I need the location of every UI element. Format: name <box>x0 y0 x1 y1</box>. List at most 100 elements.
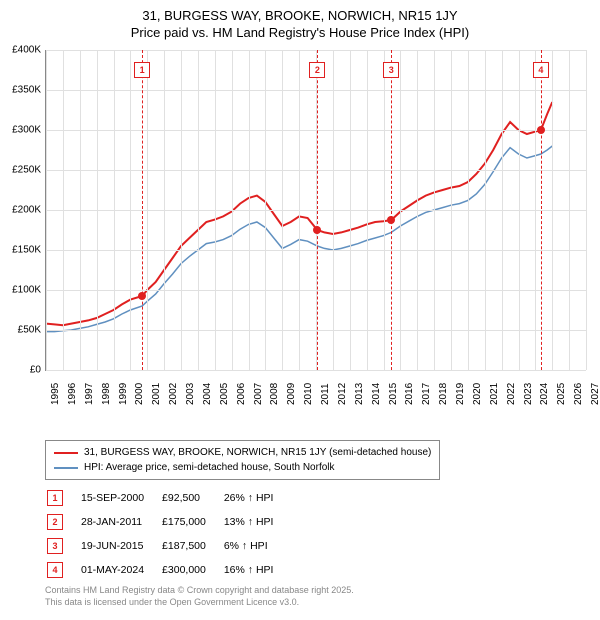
x-axis-label: 2017 <box>421 375 432 405</box>
gridline-v <box>350 50 351 370</box>
x-axis-label: 2015 <box>388 375 399 405</box>
gridline-v <box>333 50 334 370</box>
sale-price: £175,000 <box>162 511 222 533</box>
y-axis-label: £350K <box>1 85 41 96</box>
sale-price: £300,000 <box>162 559 222 581</box>
gridline-v <box>299 50 300 370</box>
x-axis-label: 2003 <box>185 375 196 405</box>
sale-change: 13% ↑ HPI <box>224 511 290 533</box>
x-axis-label: 2018 <box>438 375 449 405</box>
gridline-v <box>417 50 418 370</box>
legend-label: 31, BURGESS WAY, BROOKE, NORWICH, NR15 1… <box>84 447 431 458</box>
sale-date: 28-JAN-2011 <box>81 511 160 533</box>
x-axis-label: 2013 <box>354 375 365 405</box>
x-axis-label: 2023 <box>523 375 534 405</box>
y-axis-label: £50K <box>1 325 41 336</box>
x-axis-label: 2026 <box>573 375 584 405</box>
gridline-v <box>97 50 98 370</box>
gridline-v <box>367 50 368 370</box>
gridline-v <box>114 50 115 370</box>
footer-line-1: Contains HM Land Registry data © Crown c… <box>45 585 354 597</box>
y-axis-label: £200K <box>1 205 41 216</box>
legend-row: 31, BURGESS WAY, BROOKE, NORWICH, NR15 1… <box>54 445 431 460</box>
plot-region: £0£50K£100K£150K£200K£250K£300K£350K£400… <box>45 50 586 371</box>
gridline-v <box>232 50 233 370</box>
sale-date: 01-MAY-2024 <box>81 559 160 581</box>
gridline-v <box>586 50 587 370</box>
gridline-h <box>46 370 586 371</box>
gridline-v <box>147 50 148 370</box>
gridline-v <box>434 50 435 370</box>
x-axis-label: 2012 <box>337 375 348 405</box>
sale-date: 19-JUN-2015 <box>81 535 160 557</box>
gridline-v <box>468 50 469 370</box>
y-axis-label: £300K <box>1 125 41 136</box>
x-axis-label: 1996 <box>67 375 78 405</box>
chart-title: 31, BURGESS WAY, BROOKE, NORWICH, NR15 1… <box>0 0 600 42</box>
gridline-v <box>63 50 64 370</box>
marker-dot <box>313 226 321 234</box>
gridline-v <box>249 50 250 370</box>
legend-label: HPI: Average price, semi-detached house,… <box>84 462 335 473</box>
x-axis-label: 2019 <box>455 375 466 405</box>
x-axis-label: 2010 <box>303 375 314 405</box>
gridline-v <box>451 50 452 370</box>
gridline-v <box>485 50 486 370</box>
marker-line <box>391 50 393 370</box>
sale-marker: 3 <box>47 538 63 554</box>
sale-change: 6% ↑ HPI <box>224 535 290 557</box>
legend-swatch <box>54 452 78 454</box>
x-axis-label: 2001 <box>151 375 162 405</box>
sale-marker: 4 <box>47 562 63 578</box>
gridline-v <box>535 50 536 370</box>
marker-line <box>317 50 319 370</box>
gridline-v <box>198 50 199 370</box>
legend-swatch <box>54 467 78 469</box>
x-axis-label: 2000 <box>134 375 145 405</box>
y-axis-label: £400K <box>1 45 41 56</box>
x-axis-label: 1999 <box>118 375 129 405</box>
x-axis-label: 2021 <box>489 375 500 405</box>
gridline-v <box>519 50 520 370</box>
marker-box: 4 <box>533 62 549 78</box>
y-axis-label: £250K <box>1 165 41 176</box>
gridline-v <box>400 50 401 370</box>
gridline-v <box>569 50 570 370</box>
table-row: 115-SEP-2000£92,50026% ↑ HPI <box>47 487 289 509</box>
sale-change: 16% ↑ HPI <box>224 559 290 581</box>
x-axis-label: 2005 <box>219 375 230 405</box>
gridline-v <box>80 50 81 370</box>
y-axis-label: £100K <box>1 285 41 296</box>
sales-table: 115-SEP-2000£92,50026% ↑ HPI228-JAN-2011… <box>45 485 291 583</box>
y-axis-label: £0 <box>1 365 41 376</box>
gridline-v <box>282 50 283 370</box>
marker-box: 1 <box>134 62 150 78</box>
table-row: 228-JAN-2011£175,00013% ↑ HPI <box>47 511 289 533</box>
sale-price: £187,500 <box>162 535 222 557</box>
x-axis-label: 2027 <box>590 375 600 405</box>
x-axis-label: 2004 <box>202 375 213 405</box>
title-line-1: 31, BURGESS WAY, BROOKE, NORWICH, NR15 1… <box>0 8 600 25</box>
marker-line <box>541 50 543 370</box>
sale-change: 26% ↑ HPI <box>224 487 290 509</box>
sale-price: £92,500 <box>162 487 222 509</box>
x-axis-label: 2006 <box>236 375 247 405</box>
x-axis-label: 1997 <box>84 375 95 405</box>
footer-line-2: This data is licensed under the Open Gov… <box>45 597 354 609</box>
x-axis-label: 2022 <box>506 375 517 405</box>
y-axis-label: £150K <box>1 245 41 256</box>
gridline-v <box>552 50 553 370</box>
x-axis-label: 2020 <box>472 375 483 405</box>
table-row: 3 19-JUN-2015£187,5006% ↑ HPI <box>47 535 289 557</box>
legend-row: HPI: Average price, semi-detached house,… <box>54 460 431 475</box>
gridline-v <box>384 50 385 370</box>
marker-dot <box>387 216 395 224</box>
x-axis-label: 1998 <box>101 375 112 405</box>
x-axis-label: 2008 <box>269 375 280 405</box>
x-axis-label: 2024 <box>539 375 550 405</box>
gridline-v <box>502 50 503 370</box>
chart-area: £0£50K£100K£150K£200K£250K£300K£350K£400… <box>45 50 585 405</box>
x-axis-label: 2025 <box>556 375 567 405</box>
x-axis-label: 2014 <box>371 375 382 405</box>
x-axis-label: 2016 <box>404 375 415 405</box>
